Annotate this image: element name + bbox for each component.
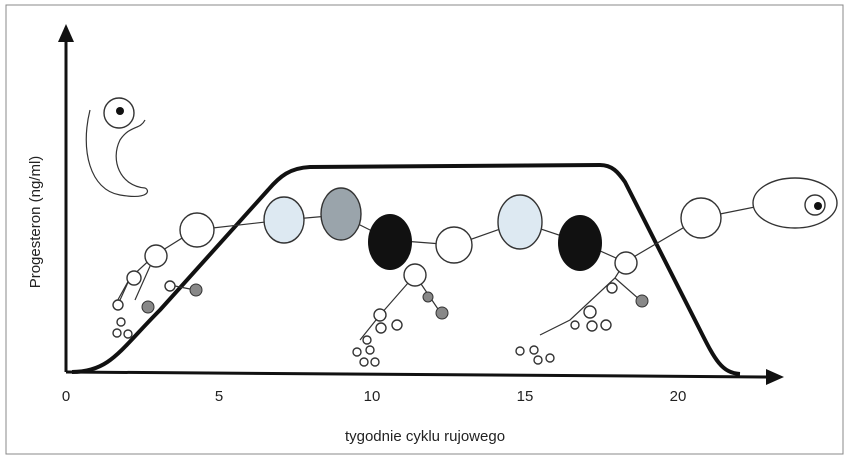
x-tick-label: 10 xyxy=(364,388,381,405)
x-tick-label: 5 xyxy=(215,388,223,405)
diagram: Progesteron (ng/ml) tygodnie cyklu rujow… xyxy=(0,0,849,459)
x-axis-label: tygodnie cyklu rujowego xyxy=(345,428,505,445)
x-tick-label: 0 xyxy=(62,388,70,405)
y-axis-label: Progesteron (ng/ml) xyxy=(27,156,44,289)
x-tick-label: 20 xyxy=(670,388,687,405)
page: {"axes": {"y_label": "Progesteron (ng/ml… xyxy=(0,0,849,459)
x-tick-label: 15 xyxy=(517,388,534,405)
